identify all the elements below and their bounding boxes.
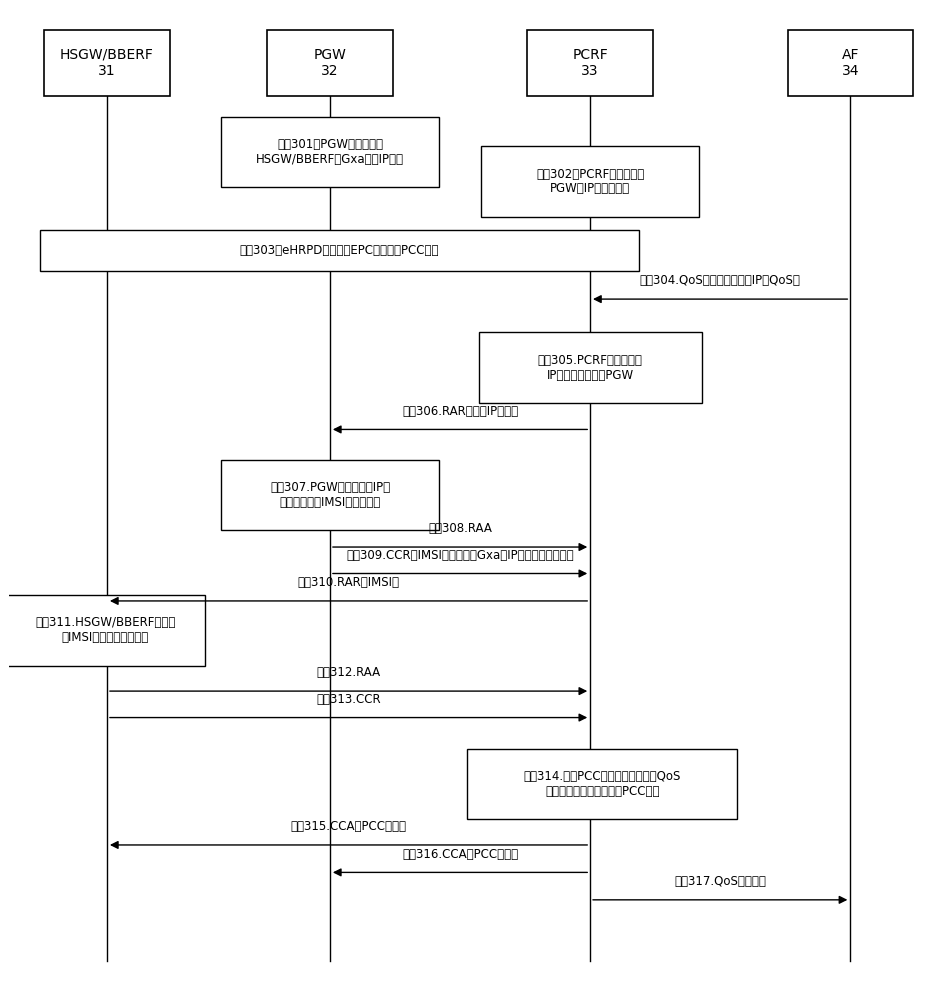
FancyBboxPatch shape (40, 230, 639, 271)
FancyBboxPatch shape (45, 30, 170, 96)
Text: PCRF
33: PCRF 33 (573, 48, 608, 78)
Text: 步骤309.CCR（IMSI，接入网关Gxa口IP、相关会话信息）: 步骤309.CCR（IMSI，接入网关Gxa口IP、相关会话信息） (346, 549, 574, 562)
FancyBboxPatch shape (527, 30, 653, 96)
Text: 步骤303，eHRPD用户接入EPC，未建立PCC会话: 步骤303，eHRPD用户接入EPC，未建立PCC会话 (240, 244, 439, 257)
Text: 步骤312.RAA: 步骤312.RAA (317, 666, 381, 679)
Text: 步骤317.QoS调整应答: 步骤317.QoS调整应答 (674, 875, 766, 888)
Text: 步骤308.RAA: 步骤308.RAA (428, 522, 492, 535)
Text: 步骤302，PCRF预先存储各
PGW的IP地址池信息: 步骤302，PCRF预先存储各 PGW的IP地址池信息 (536, 167, 645, 196)
FancyBboxPatch shape (6, 595, 205, 666)
Text: PGW
32: PGW 32 (314, 48, 346, 78)
FancyBboxPatch shape (267, 30, 392, 96)
FancyBboxPatch shape (467, 749, 737, 819)
Text: 步骤305.PCRF根据用户的
IP地址查找对应的PGW: 步骤305.PCRF根据用户的 IP地址查找对应的PGW (538, 354, 643, 382)
Text: 步骤316.CCA（PCC规则）: 步骤316.CCA（PCC规则） (402, 848, 519, 861)
Text: 步骤311.HSGW/BBERF根据用
户IMSI查找用户会话信息: 步骤311.HSGW/BBERF根据用 户IMSI查找用户会话信息 (35, 616, 175, 644)
Text: 步骤304.QoS调整请求（用户IP、QoS）: 步骤304.QoS调整请求（用户IP、QoS） (640, 274, 801, 287)
FancyBboxPatch shape (221, 460, 439, 530)
FancyBboxPatch shape (221, 117, 439, 187)
Text: 步骤314.完成PCC会话创建，并根据QoS
要求与用户签约信息生成PCC规则: 步骤314.完成PCC会话创建，并根据QoS 要求与用户签约信息生成PCC规则 (523, 770, 681, 798)
FancyBboxPatch shape (479, 332, 702, 403)
Text: AF
34: AF 34 (842, 48, 859, 78)
FancyBboxPatch shape (788, 30, 913, 96)
Text: 步骤313.CCR: 步骤313.CCR (317, 693, 381, 706)
Text: 步骤315.CCA（PCC规则）: 步骤315.CCA（PCC规则） (291, 820, 407, 833)
Text: HSGW/BBERF
31: HSGW/BBERF 31 (60, 48, 154, 78)
Text: 步骤307.PGW根据用户的IP地
址查找对应的IMSI与会话信息: 步骤307.PGW根据用户的IP地 址查找对应的IMSI与会话信息 (270, 481, 390, 509)
Text: 步骤310.RAR（IMSI）: 步骤310.RAR（IMSI） (298, 576, 399, 589)
Text: 步骤306.RAR（用户IP地址）: 步骤306.RAR（用户IP地址） (402, 405, 519, 418)
Text: 步骤301，PGW预先存储各
HSGW/BBERF的Gxa接口IP地址: 步骤301，PGW预先存储各 HSGW/BBERF的Gxa接口IP地址 (256, 138, 404, 166)
FancyBboxPatch shape (481, 146, 700, 217)
